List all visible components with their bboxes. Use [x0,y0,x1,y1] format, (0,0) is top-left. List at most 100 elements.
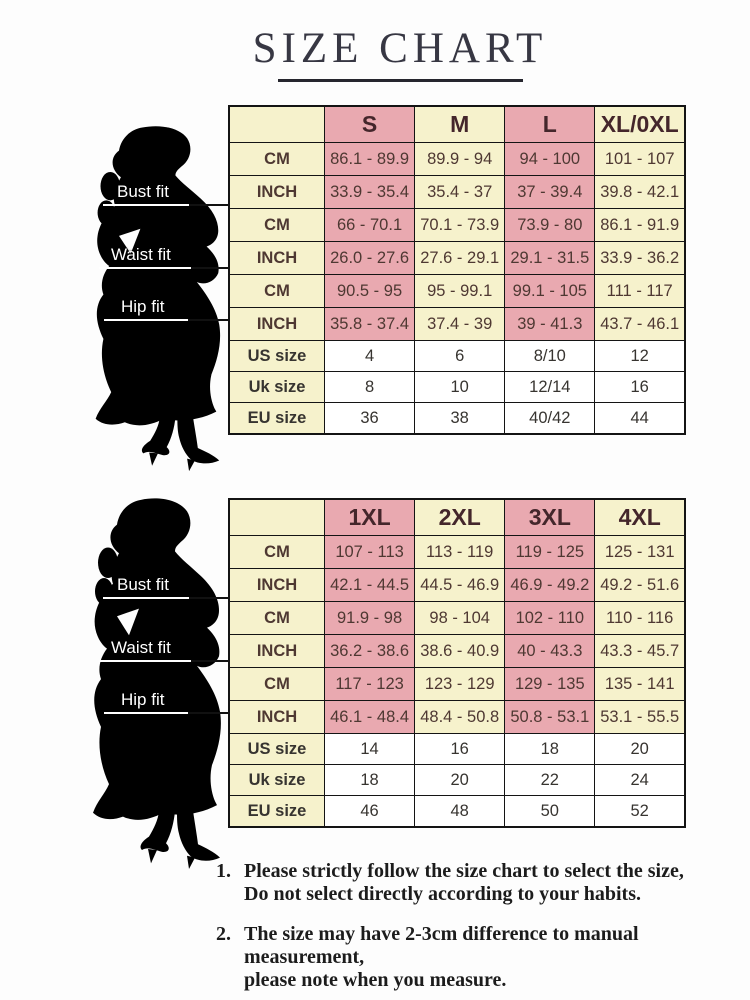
table-row: US size 14 16 18 20 [228,733,686,765]
table-row: CM 66 - 70.1 70.1 - 73.9 73.9 - 80 86.1 - 91… [228,208,686,242]
row-label-cell: INCH [228,175,325,209]
size-value-cell: 40/42 [504,402,596,435]
size-value-cell: 8 [323,371,416,403]
hip-leader-line-2 [188,712,229,714]
size-value-cell: 33.9 - 35.4 [323,175,416,209]
note-item: 2. The size may have 2-3cm difference to… [216,923,741,992]
size-column-header: 3XL [504,498,596,536]
row-label-cell: Uk size [228,764,325,796]
row-label-cell: EU size [228,795,325,828]
size-value-cell: 119 - 125 [504,535,596,569]
table-row: INCH 33.9 - 35.4 35.4 - 37 37 - 39.4 39.8 - … [228,175,686,209]
size-table-plus: 1XL 2XL 3XL 4XL CM 107 - 113 113 - 119 119 - 12… [228,498,686,828]
size-value-cell: 102 - 110 [504,601,596,635]
size-value-cell: 135 - 141 [594,667,686,701]
woman-silhouette-2 [79,496,229,870]
note-number: 1. [216,860,231,882]
table-row: EU size 36 38 40/42 44 [228,402,686,435]
size-value-cell: 50.8 - 53.1 [504,700,596,734]
row-label-cell: INCH [228,700,325,734]
row-label-cell: US size [228,733,325,765]
note-item: 1. Please strictly follow the size chart… [216,860,741,906]
table-row: US size 4 6 8/10 12 [228,340,686,372]
table-row: INCH 36.2 - 38.6 38.6 - 40.9 40 - 43.3 43.3 … [228,634,686,668]
size-value-cell: 6 [414,340,506,372]
size-value-cell: 37.4 - 39 [414,307,506,341]
size-value-cell: 90.5 - 95 [323,274,416,308]
size-column-header: M [414,105,506,143]
table-row: Uk size 8 10 12/14 16 [228,371,686,403]
waist-underline-1 [99,267,191,269]
size-value-cell: 42.1 - 44.5 [323,568,416,602]
size-value-cell: 117 - 123 [323,667,416,701]
size-value-cell: 110 - 116 [594,601,686,635]
size-value-cell: 52 [594,795,686,828]
table-row: CM 86.1 - 89.9 89.9 - 94 94 - 100 101 - 107 [228,142,686,176]
size-value-cell: 26.0 - 27.6 [323,241,416,275]
row-label-cell: Uk size [228,371,325,403]
waist-underline-2 [99,660,191,662]
size-value-cell: 46.1 - 48.4 [323,700,416,734]
row-label-cell: CM [228,601,325,635]
note-line: Do not select directly according to your… [244,883,642,905]
size-value-cell: 89.9 - 94 [414,142,506,176]
row-label-cell: INCH [228,307,325,341]
row-label-cell: INCH [228,634,325,668]
bust-leader-line-1 [189,204,229,206]
corner-cell [228,498,325,536]
size-value-cell: 113 - 119 [414,535,506,569]
note-line: Please strictly follow the size chart to… [244,860,684,882]
size-value-cell: 44.5 - 46.9 [414,568,506,602]
size-value-cell: 95 - 99.1 [414,274,506,308]
size-value-cell: 101 - 107 [594,142,686,176]
size-value-cell: 46 [323,795,416,828]
size-value-cell: 43.3 - 45.7 [594,634,686,668]
size-value-cell: 22 [504,764,596,796]
table-row: CM 91.9 - 98 98 - 104 102 - 110 110 - 116 [228,601,686,635]
hip-underline-2 [104,712,188,714]
size-value-cell: 94 - 100 [504,142,596,176]
size-value-cell: 66 - 70.1 [323,208,416,242]
bust-fit-label-2: Bust fit [117,575,169,594]
size-value-cell: 36.2 - 38.6 [323,634,416,668]
size-value-cell: 50 [504,795,596,828]
row-label-cell: CM [228,274,325,308]
hip-fit-label-2: Hip fit [121,690,165,709]
size-value-cell: 20 [594,733,686,765]
corner-cell [228,105,325,143]
size-value-cell: 20 [414,764,506,796]
row-label-cell: CM [228,535,325,569]
size-value-cell: 70.1 - 73.9 [414,208,506,242]
size-value-cell: 38.6 - 40.9 [414,634,506,668]
note-text: The size may have 2-3cm difference to ma… [244,923,741,992]
size-value-cell: 123 - 129 [414,667,506,701]
size-value-cell: 14 [323,733,416,765]
waist-leader-line-2 [191,660,229,662]
size-column-header: S [323,105,416,143]
note-text: Please strictly follow the size chart to… [244,860,684,906]
size-value-cell: 107 - 113 [323,535,416,569]
size-value-cell: 99.1 - 105 [504,274,596,308]
row-label-cell: EU size [228,402,325,435]
size-value-cell: 36 [323,402,416,435]
table-row: INCH 42.1 - 44.5 44.5 - 46.9 46.9 - 49.2 49.… [228,568,686,602]
table-row: CM 117 - 123 123 - 129 129 - 135 135 - 141 [228,667,686,701]
waist-fit-label-1: Waist fit [111,245,171,264]
note-line: please note when you measure. [244,969,507,991]
size-value-cell: 16 [594,371,686,403]
size-value-cell: 40 - 43.3 [504,634,596,668]
title-block: SIZE CHART [150,24,650,82]
waist-leader-line-1 [191,267,229,269]
size-value-cell: 35.4 - 37 [414,175,506,209]
size-column-header: 4XL [594,498,686,536]
header-row: 1XL 2XL 3XL 4XL [228,498,686,536]
size-value-cell: 49.2 - 51.6 [594,568,686,602]
size-value-cell: 43.7 - 46.1 [594,307,686,341]
bust-underline-1 [103,204,189,206]
note-number: 2. [216,923,231,945]
row-label-cell: INCH [228,568,325,602]
row-label-cell: INCH [228,241,325,275]
page-title: SIZE CHART [252,25,548,72]
size-value-cell: 86.1 - 91.9 [594,208,686,242]
